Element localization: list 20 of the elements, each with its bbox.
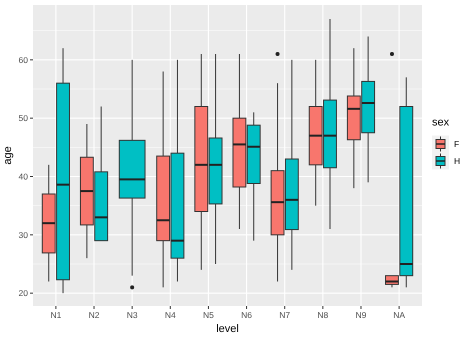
- y-tick-label: 20: [18, 288, 28, 298]
- x-tick-label: N6: [241, 310, 252, 320]
- x-axis-title: level: [216, 323, 239, 335]
- legend-label: F: [454, 138, 460, 149]
- x-tick-label: N2: [88, 310, 100, 320]
- x-tick-label: N8: [317, 310, 329, 320]
- x-tick-label: NA: [393, 310, 406, 320]
- y-tick-label: 50: [18, 113, 28, 124]
- x-tick-label: N4: [164, 310, 176, 320]
- x-tick-label: N7: [279, 310, 290, 320]
- y-tick-label: 40: [18, 171, 28, 182]
- x-tick-label: N9: [356, 310, 367, 320]
- y-tick-label: 60: [18, 54, 28, 65]
- legend-title: sex: [432, 116, 450, 128]
- x-tick-label: N1: [50, 310, 62, 320]
- legend-label: H: [454, 156, 460, 166]
- x-tick-label: N3: [126, 310, 138, 320]
- y-axis-title: age: [2, 146, 14, 165]
- y-tick-label: 30: [18, 230, 28, 240]
- x-tick-label: N5: [202, 310, 214, 320]
